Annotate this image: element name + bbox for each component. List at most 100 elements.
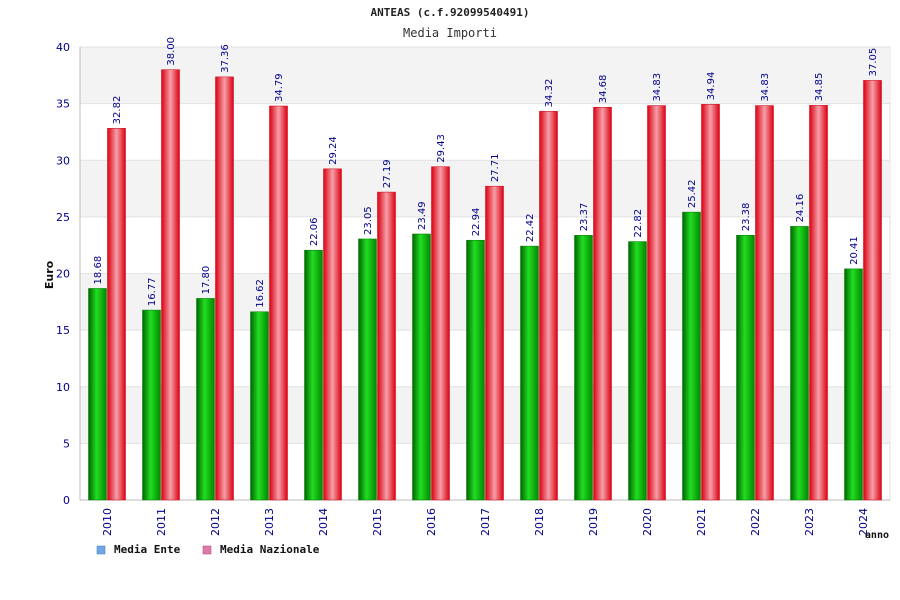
data-label-media-ente-2019: 23.37 bbox=[579, 203, 590, 232]
x-tick-label-2012: 2012 bbox=[209, 508, 222, 536]
data-label-media-nazionale-2011: 38.00 bbox=[166, 37, 177, 66]
data-label-media-ente-2016: 23.49 bbox=[417, 201, 428, 230]
bar-media-nazionale-2016 bbox=[431, 166, 450, 501]
data-label-media-nazionale-2014: 29.24 bbox=[328, 136, 339, 165]
bar-media-ente-2011 bbox=[142, 309, 161, 501]
data-label-media-nazionale-2017: 27.71 bbox=[490, 154, 501, 183]
y-tick-label: 15 bbox=[56, 324, 70, 337]
data-label-media-ente-2017: 22.94 bbox=[471, 208, 482, 237]
y-tick-label: 30 bbox=[56, 154, 70, 167]
x-tick-label-2021: 2021 bbox=[695, 508, 708, 536]
data-label-media-nazionale-2020: 34.83 bbox=[652, 73, 663, 102]
bar-media-nazionale-2018 bbox=[539, 111, 558, 501]
data-label-media-ente-2024: 20.41 bbox=[849, 236, 860, 265]
data-label-media-ente-2021: 25.42 bbox=[687, 179, 698, 208]
bar-media-ente-2020 bbox=[628, 241, 647, 501]
data-label-media-ente-2023: 24.16 bbox=[795, 194, 806, 223]
data-label-media-nazionale-2021: 34.94 bbox=[706, 72, 717, 101]
bar-media-ente-2021 bbox=[682, 211, 701, 501]
plot-area bbox=[79, 46, 891, 501]
chart-subtitle: Media Importi bbox=[403, 26, 497, 40]
legend-swatch-media-ente bbox=[96, 545, 106, 555]
legend-swatch-media-nazionale bbox=[202, 545, 212, 555]
bar-media-ente-2012 bbox=[196, 298, 215, 501]
data-label-media-nazionale-2018: 34.32 bbox=[544, 79, 555, 108]
bar-media-ente-2015 bbox=[358, 238, 377, 501]
data-label-media-ente-2010: 18.68 bbox=[93, 256, 104, 285]
bar-media-nazionale-2012 bbox=[215, 76, 234, 501]
x-tick-label-2022: 2022 bbox=[749, 508, 762, 536]
x-axis: 2010 2011 2012 2013 2014 2015 2016 2017 2018 2019… bbox=[101, 508, 870, 536]
data-label-media-ente-2015: 23.05 bbox=[363, 206, 374, 235]
bar-media-nazionale-2021 bbox=[701, 104, 720, 501]
x-tick-label-2011: 2011 bbox=[155, 508, 168, 536]
bar-media-nazionale-2010 bbox=[107, 128, 126, 501]
bar-media-nazionale-2017 bbox=[485, 185, 504, 501]
x-tick-label-2015: 2015 bbox=[371, 508, 384, 536]
bar-media-nazionale-2024 bbox=[863, 80, 882, 501]
data-label-media-ente-2011: 16.77 bbox=[147, 277, 158, 306]
x-tick-label-2017: 2017 bbox=[479, 508, 492, 536]
bar-media-ente-2023 bbox=[790, 226, 809, 501]
x-tick-label-2016: 2016 bbox=[425, 508, 438, 536]
x-axis-label: anno bbox=[865, 530, 889, 541]
x-tick-label-2024: 2024 bbox=[857, 508, 870, 536]
data-label-media-nazionale-2022: 34.83 bbox=[760, 73, 771, 102]
x-tick-label-2019: 2019 bbox=[587, 508, 600, 536]
bar-media-ente-2010 bbox=[88, 288, 107, 501]
bar-media-nazionale-2014 bbox=[323, 168, 342, 501]
x-tick-label-2020: 2020 bbox=[641, 508, 654, 536]
bar-media-ente-2014 bbox=[304, 249, 323, 501]
bar-media-nazionale-2019 bbox=[593, 106, 612, 501]
bar-media-ente-2016 bbox=[412, 233, 431, 501]
data-label-media-nazionale-2010: 32.82 bbox=[112, 96, 123, 125]
bar-media-ente-2018 bbox=[520, 245, 539, 501]
bar-media-nazionale-2011 bbox=[161, 69, 180, 501]
chart-title: ANTEAS (c.f.92099540491) bbox=[371, 6, 530, 19]
data-label-media-ente-2018: 22.42 bbox=[525, 213, 536, 242]
bar-media-ente-2022 bbox=[736, 234, 755, 501]
bars-group bbox=[88, 69, 882, 501]
y-tick-label: 0 bbox=[63, 494, 70, 507]
y-axis: 0 5 10 15 20 25 30 35 40 bbox=[56, 41, 70, 507]
bar-media-nazionale-2022 bbox=[755, 105, 774, 501]
grid-band bbox=[80, 160, 890, 217]
grid-band bbox=[80, 47, 890, 104]
data-label-media-ente-2014: 22.06 bbox=[309, 218, 320, 247]
bar-media-nazionale-2013 bbox=[269, 105, 288, 501]
legend: Media Ente Media Nazionale bbox=[96, 543, 320, 556]
data-label-media-nazionale-2016: 29.43 bbox=[436, 134, 447, 163]
bar-media-ente-2024 bbox=[844, 268, 863, 501]
x-tick-label-2013: 2013 bbox=[263, 508, 276, 536]
grid-band bbox=[80, 386, 890, 444]
bar-media-nazionale-2020 bbox=[647, 105, 666, 501]
y-tick-label: 35 bbox=[56, 98, 70, 111]
data-labels-group: 18.68 32.82 16.77 38.00 17.80 37.36 16.62 34.79… bbox=[93, 37, 879, 308]
data-label-media-ente-2013: 16.62 bbox=[255, 279, 266, 308]
y-tick-label: 5 bbox=[63, 437, 70, 450]
data-label-media-ente-2022: 23.38 bbox=[741, 203, 752, 232]
x-tick-label-2023: 2023 bbox=[803, 508, 816, 536]
y-tick-label: 20 bbox=[56, 268, 70, 281]
data-label-media-nazionale-2013: 34.79 bbox=[274, 73, 285, 102]
y-tick-label: 40 bbox=[56, 41, 70, 54]
x-tick-label-2010: 2010 bbox=[101, 508, 114, 536]
grid-band bbox=[80, 273, 890, 331]
bar-media-nazionale-2015 bbox=[377, 191, 396, 501]
y-axis-label: Euro bbox=[43, 260, 56, 289]
data-label-media-nazionale-2019: 34.68 bbox=[598, 75, 609, 104]
bar-media-ente-2013 bbox=[250, 311, 269, 501]
data-label-media-nazionale-2024: 37.05 bbox=[868, 48, 879, 77]
x-tick-label-2014: 2014 bbox=[317, 508, 330, 536]
legend-label-media-nazionale: Media Nazionale bbox=[220, 543, 320, 556]
bar-media-ente-2017 bbox=[466, 239, 485, 501]
bar-media-nazionale-2023 bbox=[809, 105, 828, 501]
data-label-media-ente-2012: 17.80 bbox=[201, 266, 212, 295]
data-label-media-nazionale-2023: 34.85 bbox=[814, 73, 825, 102]
bar-media-ente-2019 bbox=[574, 235, 593, 501]
data-label-media-nazionale-2015: 27.19 bbox=[382, 159, 393, 188]
y-tick-label: 25 bbox=[56, 211, 70, 224]
data-label-media-nazionale-2012: 37.36 bbox=[220, 44, 231, 73]
x-tick-label-2018: 2018 bbox=[533, 508, 546, 536]
